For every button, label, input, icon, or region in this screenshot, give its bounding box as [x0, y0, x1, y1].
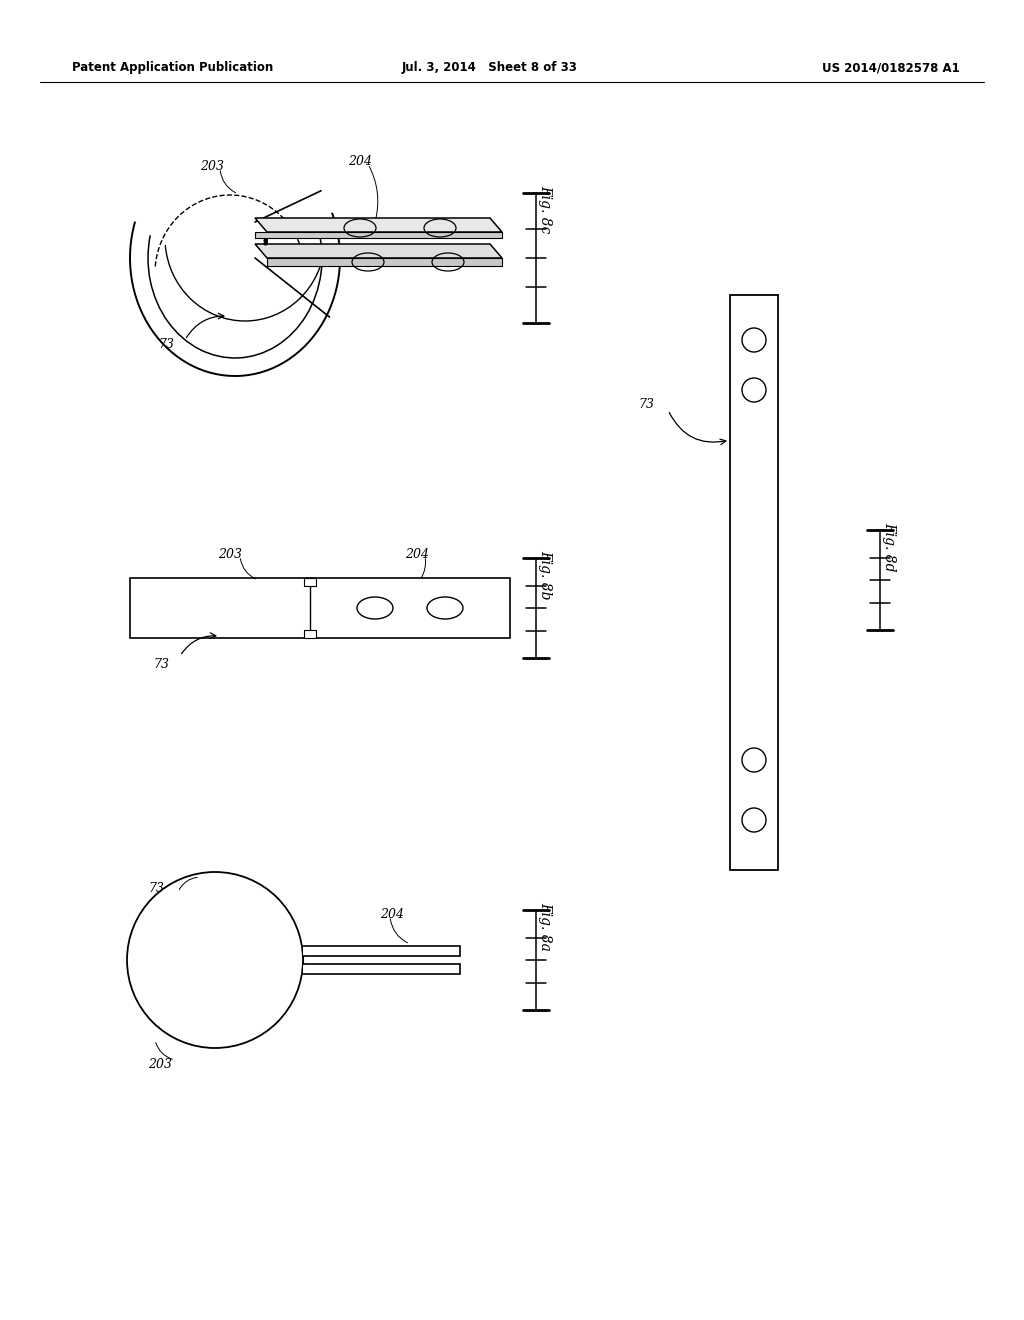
- Polygon shape: [255, 244, 502, 257]
- Text: 203: 203: [148, 1059, 172, 1071]
- Polygon shape: [730, 294, 778, 870]
- Text: 203: 203: [200, 160, 224, 173]
- Polygon shape: [304, 630, 316, 638]
- Text: Fig. 8b: Fig. 8b: [538, 550, 552, 599]
- Text: 73: 73: [638, 399, 654, 411]
- Polygon shape: [303, 964, 460, 974]
- Ellipse shape: [127, 873, 303, 1048]
- Text: Patent Application Publication: Patent Application Publication: [72, 62, 273, 74]
- Text: 203: 203: [218, 548, 242, 561]
- Polygon shape: [255, 218, 502, 232]
- Text: 204: 204: [348, 154, 372, 168]
- Text: Fig. 8d: Fig. 8d: [882, 521, 896, 572]
- Polygon shape: [267, 257, 502, 267]
- Polygon shape: [130, 578, 510, 638]
- Text: 73: 73: [148, 882, 164, 895]
- Polygon shape: [304, 578, 316, 586]
- Polygon shape: [255, 232, 502, 238]
- Text: 73: 73: [153, 657, 169, 671]
- Text: Fig. 8a: Fig. 8a: [538, 902, 552, 950]
- Text: US 2014/0182578 A1: US 2014/0182578 A1: [822, 62, 961, 74]
- Text: 204: 204: [380, 908, 404, 921]
- Text: 73: 73: [158, 338, 174, 351]
- Polygon shape: [303, 946, 460, 956]
- Text: 204: 204: [406, 548, 429, 561]
- Text: Fig. 8c: Fig. 8c: [538, 185, 552, 234]
- Text: Jul. 3, 2014   Sheet 8 of 33: Jul. 3, 2014 Sheet 8 of 33: [402, 62, 578, 74]
